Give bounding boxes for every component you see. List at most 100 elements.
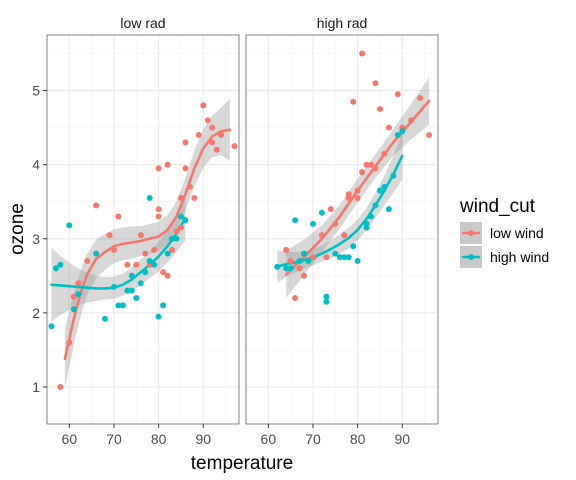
confidence-band-high-rad-low-wind bbox=[286, 77, 430, 298]
y-tick-label: 5 bbox=[32, 83, 40, 99]
data-point-low-rad-high-wind bbox=[93, 250, 100, 257]
data-point-high-rad-high-wind bbox=[372, 202, 379, 209]
data-point-high-rad-high-wind bbox=[341, 254, 348, 261]
data-point-high-rad-high-wind bbox=[287, 265, 294, 272]
data-point-low-rad-low-wind bbox=[84, 258, 91, 264]
data-point-low-rad-low-wind bbox=[160, 269, 167, 276]
strip-label-high-rad: high rad bbox=[317, 15, 368, 31]
data-point-high-rad-low-wind bbox=[359, 50, 366, 57]
data-point-high-rad-low-wind bbox=[372, 80, 379, 87]
data-point-low-rad-low-wind bbox=[164, 272, 171, 279]
data-point-low-rad-high-wind bbox=[137, 280, 144, 287]
data-point-low-rad-low-wind bbox=[209, 139, 216, 146]
data-point-low-rad-high-wind bbox=[128, 272, 135, 279]
data-point-low-rad-low-wind bbox=[200, 102, 207, 109]
data-point-low-rad-low-wind bbox=[231, 143, 238, 150]
data-point-low-rad-high-wind bbox=[128, 287, 135, 294]
data-point-low-rad-low-wind bbox=[70, 293, 77, 300]
data-point-low-rad-high-wind bbox=[164, 250, 171, 257]
data-point-low-rad-high-wind bbox=[119, 302, 126, 309]
data-point-low-rad-high-wind bbox=[169, 235, 175, 242]
panel-points-high-rad bbox=[274, 50, 433, 305]
data-point-low-rad-low-wind bbox=[182, 139, 189, 146]
data-point-low-rad-high-wind bbox=[133, 295, 140, 301]
data-point-high-rad-high-wind bbox=[368, 213, 374, 220]
data-point-high-rad-low-wind bbox=[310, 254, 316, 261]
x-tick-label: 90 bbox=[394, 431, 410, 447]
legend-title: wind_cut bbox=[459, 196, 536, 217]
data-point-high-rad-high-wind bbox=[385, 206, 392, 213]
legend-key-high-wind bbox=[460, 246, 482, 268]
data-point-low-rad-low-wind bbox=[66, 339, 73, 346]
data-point-high-rad-high-wind bbox=[323, 293, 330, 300]
data-point-low-rad-low-wind bbox=[213, 146, 220, 153]
data-point-high-rad-high-wind bbox=[399, 128, 406, 135]
data-point-high-rad-low-wind bbox=[385, 124, 392, 131]
x-tick-label: 60 bbox=[62, 431, 78, 447]
data-point-low-rad-low-wind bbox=[218, 132, 225, 138]
data-point-high-rad-high-wind bbox=[377, 187, 383, 194]
legend: wind_cut low wind high wind bbox=[459, 196, 549, 268]
data-point-low-rad-low-wind bbox=[195, 132, 202, 138]
y-tick-label: 2 bbox=[32, 305, 40, 321]
data-point-high-rad-high-wind bbox=[350, 243, 357, 250]
data-point-low-rad-low-wind bbox=[106, 232, 113, 239]
data-point-high-rad-high-wind bbox=[305, 258, 312, 264]
x-tick-label: 80 bbox=[151, 431, 167, 447]
data-point-high-rad-high-wind bbox=[332, 250, 339, 257]
data-point-low-rad-high-wind bbox=[151, 261, 158, 268]
x-tick-label: 70 bbox=[106, 431, 122, 447]
x-tick-label: 90 bbox=[195, 431, 211, 447]
data-point-high-rad-low-wind bbox=[332, 220, 339, 227]
panel-low-rad: low rad bbox=[46, 11, 240, 425]
data-point-low-rad-high-wind bbox=[57, 261, 64, 268]
data-point-high-rad-low-wind bbox=[318, 232, 325, 239]
smooth-line-low-rad-high-wind bbox=[50, 216, 187, 290]
data-point-low-rad-low-wind bbox=[151, 246, 158, 253]
legend-dot-low-wind bbox=[468, 230, 474, 236]
data-point-low-rad-low-wind bbox=[57, 384, 64, 390]
data-point-low-rad-high-wind bbox=[70, 306, 77, 313]
data-point-high-rad-high-wind bbox=[323, 298, 330, 305]
data-point-low-rad-low-wind bbox=[164, 161, 171, 168]
data-point-low-rad-low-wind bbox=[182, 165, 189, 172]
data-point-low-rad-low-wind bbox=[191, 195, 198, 201]
data-point-high-rad-high-wind bbox=[345, 254, 352, 261]
data-point-low-rad-high-wind bbox=[111, 283, 117, 290]
data-point-low-rad-high-wind bbox=[102, 315, 108, 322]
data-point-low-rad-high-wind bbox=[75, 291, 82, 298]
data-point-low-rad-high-wind bbox=[115, 302, 122, 309]
y-tick-label: 1 bbox=[32, 379, 40, 395]
strip-background-low-rad bbox=[47, 11, 239, 35]
data-point-low-rad-low-wind bbox=[155, 165, 162, 172]
strip-label-low-rad: low rad bbox=[120, 15, 165, 31]
data-point-low-rad-high-wind bbox=[52, 265, 59, 272]
data-point-low-rad-low-wind bbox=[186, 183, 193, 190]
data-point-low-rad-high-wind bbox=[160, 302, 167, 309]
data-point-high-rad-low-wind bbox=[368, 161, 374, 168]
panel-points-low-rad bbox=[48, 102, 238, 390]
data-point-high-rad-low-wind bbox=[381, 150, 388, 157]
data-point-high-rad-low-wind bbox=[394, 91, 401, 98]
data-point-high-rad-low-wind bbox=[350, 98, 357, 105]
data-point-low-rad-low-wind bbox=[142, 250, 149, 257]
y-axis-title: ozone bbox=[7, 203, 28, 255]
x-axis: 60 70 80 90 60 70 80 90 bbox=[62, 424, 410, 447]
legend-label-high-wind: high wind bbox=[490, 249, 549, 265]
data-point-low-rad-high-wind bbox=[146, 195, 153, 201]
data-point-low-rad-low-wind bbox=[209, 124, 216, 131]
y-tick-label: 4 bbox=[32, 157, 40, 173]
data-point-high-rad-low-wind bbox=[301, 272, 307, 279]
data-point-low-rad-low-wind bbox=[155, 206, 162, 213]
data-point-low-rad-low-wind bbox=[111, 246, 117, 253]
data-point-low-rad-high-wind bbox=[124, 287, 131, 294]
panel-grid-low-rad bbox=[46, 35, 239, 424]
data-point-low-rad-high-wind bbox=[48, 323, 55, 330]
data-point-high-rad-high-wind bbox=[274, 263, 281, 270]
data-point-low-rad-low-wind bbox=[75, 280, 82, 287]
data-point-high-rad-low-wind bbox=[292, 295, 299, 301]
x-tick-label: 70 bbox=[305, 431, 321, 447]
data-point-high-rad-low-wind bbox=[354, 187, 361, 194]
panel-grid-high-rad bbox=[245, 35, 438, 424]
